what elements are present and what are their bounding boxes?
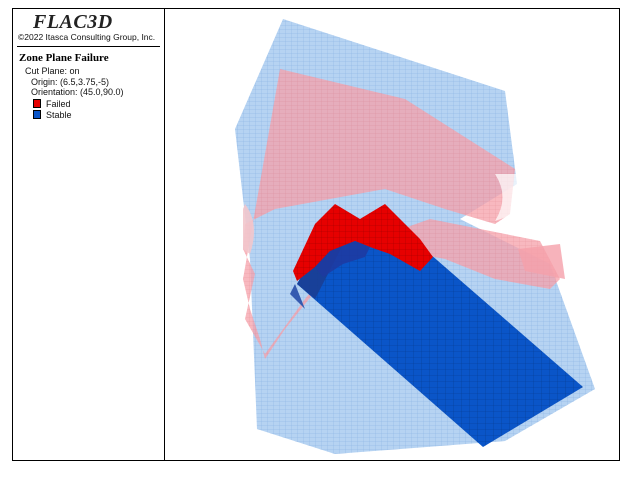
plot-title: Zone Plane Failure [19,52,109,64]
copyright-text: ©2022 Itasca Consulting Group, Inc. [18,32,156,42]
legend-panel: FLAC3D ©2022 Itasca Consulting Group, In… [13,9,165,460]
title-divider [17,46,160,47]
ghost-failure-plane [243,69,565,359]
app-title: FLAC3D [33,11,113,33]
cut-plane-origin: Origin: (6.5,3.75,-5) [31,77,110,87]
cut-plane-status: Cut Plane: on [25,66,80,76]
failed-swatch [33,99,41,108]
model-viewport[interactable] [165,9,619,460]
model-render[interactable] [165,9,619,460]
legend-label-stable: Stable [46,109,72,120]
legend-item-failed: Failed [33,98,71,109]
failed-zones [293,204,433,281]
legend-item-stable: Stable [33,109,72,120]
plot-frame: FLAC3D ©2022 Itasca Consulting Group, In… [12,8,620,461]
cut-plane-orientation: Orientation: (45.0,90.0) [31,87,124,97]
legend-label-failed: Failed [46,98,71,109]
stable-swatch [33,110,41,119]
